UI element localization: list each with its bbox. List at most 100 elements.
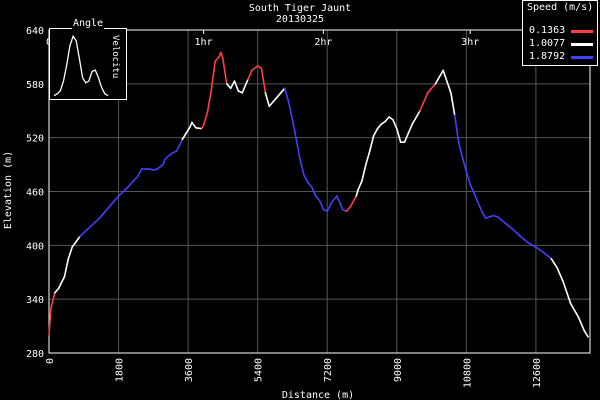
x-tick-label: 0 bbox=[45, 358, 56, 364]
elevation-segment bbox=[251, 65, 259, 72]
elevation-segment bbox=[225, 83, 232, 90]
elevation-segment bbox=[511, 228, 522, 238]
grid-lines bbox=[48, 29, 590, 354]
elevation-segment bbox=[299, 159, 305, 177]
legend-swatch bbox=[571, 30, 593, 33]
elevation-segment bbox=[175, 138, 184, 152]
elevation-segment bbox=[287, 100, 294, 121]
elevation-segment bbox=[556, 266, 564, 283]
elevation-segment bbox=[233, 80, 240, 92]
legend-entry-label: 1.8792 bbox=[529, 51, 566, 62]
elevation-segment bbox=[473, 192, 479, 204]
elevation-segment bbox=[583, 329, 589, 338]
elevation-segment bbox=[268, 100, 274, 108]
elevation-segment bbox=[361, 163, 367, 182]
elevation-segment bbox=[355, 188, 359, 197]
legend-title: Speed (m/s) bbox=[527, 2, 594, 13]
elevation-segment bbox=[450, 92, 456, 117]
x-tick-label: 9000 bbox=[393, 358, 404, 382]
legend-entry-label: 1.0077 bbox=[529, 38, 566, 49]
elevation-segment bbox=[185, 126, 191, 134]
elevation-segment bbox=[162, 158, 166, 166]
inset-title: Angle bbox=[72, 18, 105, 29]
elevation-segment bbox=[577, 316, 586, 332]
elevation-segment bbox=[310, 186, 317, 197]
x-tick-label: 7200 bbox=[323, 358, 334, 382]
elevation-segment bbox=[117, 188, 128, 197]
elevation-segment bbox=[280, 87, 286, 94]
elevation-segment bbox=[164, 154, 170, 160]
elevation-segment bbox=[276, 92, 282, 99]
elevation-segment bbox=[247, 69, 253, 81]
y-tick-label: 460 bbox=[26, 188, 44, 199]
elevation-segment bbox=[395, 127, 402, 143]
elevation-segment bbox=[504, 222, 514, 230]
elevation-segment bbox=[519, 235, 529, 244]
inset-curve bbox=[53, 34, 109, 97]
elevation-series bbox=[48, 51, 589, 338]
elevation-segment bbox=[569, 302, 580, 318]
elevation-segment bbox=[527, 241, 537, 248]
plot-frame bbox=[48, 29, 591, 354]
time-tick-label: 2hr bbox=[314, 37, 332, 48]
elevation-segment bbox=[241, 83, 247, 94]
elevation-segment bbox=[372, 127, 379, 137]
elevation-segment bbox=[403, 132, 410, 143]
angle-velocity-inset: Angle Velocitu bbox=[49, 18, 127, 100]
x-tick-label: 1800 bbox=[115, 358, 126, 382]
elevation-segment bbox=[457, 141, 464, 159]
legend-entry-label: 0.1363 bbox=[529, 25, 566, 36]
y-tick-label: 400 bbox=[26, 241, 44, 252]
elevation-segment bbox=[53, 287, 60, 294]
x-tick-label: 3600 bbox=[184, 358, 195, 382]
inset-side-label: Velocitu bbox=[110, 35, 120, 79]
elevation-segment bbox=[426, 83, 437, 94]
elevation-segment bbox=[67, 246, 73, 260]
time-tick-label: 1hr bbox=[195, 37, 213, 48]
elevation-segment bbox=[202, 111, 209, 126]
speed-legend: Speed (m/s) 0.1363 1.0077 1.8792 bbox=[522, 0, 598, 66]
elevation-segment bbox=[434, 69, 444, 85]
elevation-segment bbox=[336, 195, 344, 211]
elevation-segment bbox=[477, 201, 483, 213]
elevation-segment bbox=[542, 251, 553, 260]
elevation-segment bbox=[419, 92, 429, 112]
elevation-segment bbox=[79, 228, 89, 238]
elevation-segment bbox=[57, 275, 66, 290]
elevation-segment bbox=[314, 195, 321, 202]
elevation-segment bbox=[550, 257, 558, 269]
elevation-segment bbox=[384, 116, 390, 123]
y-tick-label: 280 bbox=[26, 349, 44, 360]
x-tick-label: 5400 bbox=[254, 358, 265, 382]
elevation-segment bbox=[195, 126, 203, 130]
elevation-segment bbox=[86, 217, 101, 230]
elevation-segment bbox=[357, 179, 363, 191]
elevation-segment bbox=[63, 257, 70, 278]
y-tick-label: 640 bbox=[26, 26, 44, 37]
elevation-segment bbox=[326, 202, 332, 213]
elevation-segment bbox=[125, 175, 139, 190]
chart-title: South Tiger Jaunt bbox=[249, 3, 351, 14]
y-tick-label: 520 bbox=[26, 134, 44, 145]
elevation-segment bbox=[210, 60, 216, 91]
elevation-segment bbox=[349, 195, 358, 208]
elevation-segment bbox=[496, 215, 506, 224]
x-tick-label: 12600 bbox=[532, 358, 543, 388]
elevation-segment bbox=[272, 96, 278, 103]
elevation-segment bbox=[442, 69, 452, 94]
elevation-segment bbox=[291, 118, 298, 141]
time-tick-label: 3hr bbox=[461, 37, 479, 48]
y-tick-label: 580 bbox=[26, 80, 44, 91]
elevation-segment bbox=[48, 307, 52, 336]
elevation-segment bbox=[469, 183, 475, 195]
y-axis-label: Elevation (m) bbox=[3, 151, 14, 229]
x-tick-label: 10800 bbox=[462, 358, 473, 388]
elevation-segment bbox=[264, 92, 271, 108]
elevation-segment bbox=[191, 121, 197, 129]
elevation-segment bbox=[411, 109, 421, 126]
elevation-segment bbox=[50, 292, 56, 309]
legend-swatch bbox=[571, 43, 593, 46]
elevation-segment bbox=[110, 195, 120, 206]
elevation-segment bbox=[407, 123, 414, 134]
